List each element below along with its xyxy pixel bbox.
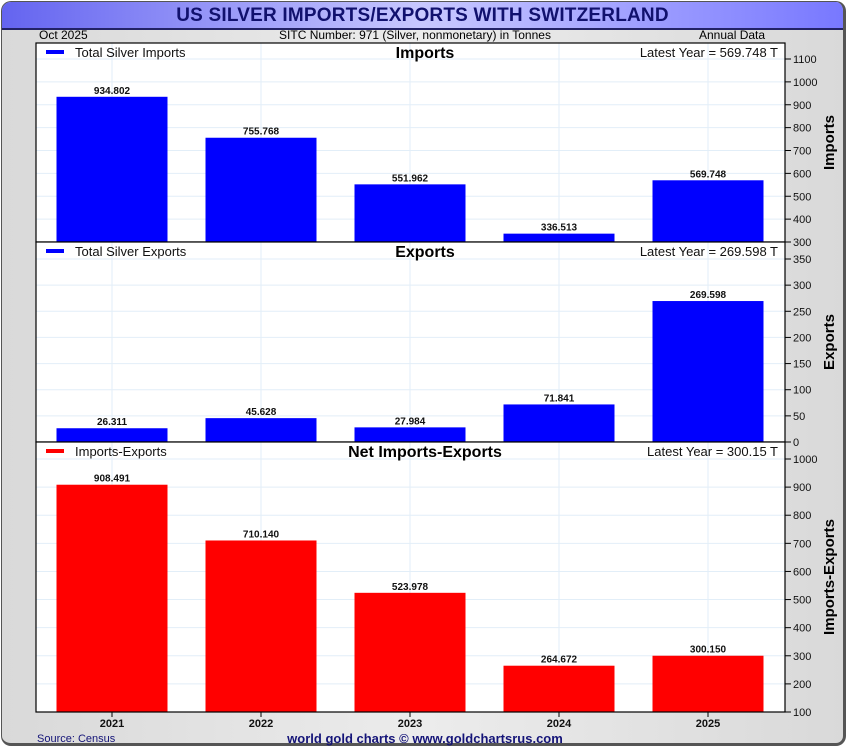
x-tick-label: 2025 bbox=[696, 718, 720, 730]
title-bar: US SILVER IMPORTS/EXPORTS WITH SWITZERLA… bbox=[2, 2, 843, 30]
y-tick-label: 400 bbox=[793, 623, 811, 635]
bar-2021 bbox=[56, 96, 168, 243]
x-tick-label: 2022 bbox=[249, 718, 273, 730]
data-label: 908.491 bbox=[94, 474, 131, 485]
data-label: 269.598 bbox=[690, 290, 727, 301]
data-label: 45.628 bbox=[246, 407, 277, 418]
panel-title: Exports bbox=[395, 244, 455, 261]
y-tick-label: 700 bbox=[793, 538, 811, 550]
bar-2023 bbox=[354, 427, 466, 442]
legend-swatch bbox=[46, 249, 64, 253]
data-label: 710.140 bbox=[243, 529, 280, 540]
data-label: 934.802 bbox=[94, 86, 131, 97]
legend-label: Total Silver Imports bbox=[75, 45, 186, 60]
latest-year-label: Latest Year = 569.748 T bbox=[640, 45, 778, 60]
frequency-label: Annual Data bbox=[699, 28, 766, 42]
data-label: 27.984 bbox=[395, 416, 426, 427]
legend-swatch bbox=[46, 50, 64, 54]
data-label: 26.311 bbox=[97, 417, 127, 428]
y-tick-label: 50 bbox=[793, 411, 805, 423]
copyright-label: world gold charts © www.goldchartsrus.co… bbox=[287, 731, 563, 746]
y-tick-label: 1100 bbox=[793, 54, 817, 66]
y-tick-label: 600 bbox=[793, 168, 811, 180]
y-tick-label: 350 bbox=[793, 254, 811, 266]
latest-year-label: Latest Year = 300.15 T bbox=[647, 444, 778, 459]
y-axis-label: Imports bbox=[821, 115, 838, 170]
data-label: 755.768 bbox=[243, 127, 280, 138]
y-tick-label: 1000 bbox=[793, 454, 817, 466]
data-label: 300.150 bbox=[690, 645, 727, 656]
y-tick-label: 900 bbox=[793, 100, 811, 112]
y-tick-label: 200 bbox=[793, 332, 811, 344]
data-label: 551.962 bbox=[392, 173, 429, 184]
chart-subtitle: SITC Number: 971 (Silver, nonmonetary) i… bbox=[279, 28, 551, 42]
data-label: 264.672 bbox=[541, 655, 578, 666]
data-label: 336.513 bbox=[541, 223, 578, 234]
bar-2025 bbox=[652, 301, 764, 442]
latest-year-label: Latest Year = 269.598 T bbox=[640, 244, 778, 259]
y-tick-label: 1000 bbox=[793, 77, 817, 89]
y-tick-label: 800 bbox=[793, 510, 811, 522]
bar-2022 bbox=[205, 137, 317, 242]
panel-title: Imports bbox=[396, 45, 455, 62]
data-label: 71.841 bbox=[544, 393, 575, 404]
bar-2021 bbox=[56, 428, 168, 442]
bar-2024 bbox=[503, 404, 615, 442]
y-tick-label: 800 bbox=[793, 123, 811, 135]
bar-2022 bbox=[205, 540, 317, 712]
data-label: 569.748 bbox=[690, 169, 727, 180]
panel-title: Net Imports-Exports bbox=[348, 444, 502, 461]
y-tick-label: 500 bbox=[793, 595, 811, 607]
y-tick-label: 200 bbox=[793, 679, 811, 691]
bar-2025 bbox=[652, 655, 764, 712]
x-tick-label: 2024 bbox=[547, 718, 572, 730]
chart-title: US SILVER IMPORTS/EXPORTS WITH SWITZERLA… bbox=[176, 5, 669, 26]
y-tick-label: 700 bbox=[793, 146, 811, 158]
bar-2022 bbox=[205, 418, 317, 442]
legend-swatch bbox=[46, 449, 64, 453]
y-tick-label: 0 bbox=[793, 437, 799, 449]
bar-2023 bbox=[354, 184, 466, 242]
legend-label: Imports-Exports bbox=[75, 444, 167, 459]
y-tick-label: 150 bbox=[793, 359, 811, 371]
bar-2024 bbox=[503, 233, 615, 242]
y-axis-label: Imports-Exports bbox=[821, 519, 838, 635]
y-tick-label: 100 bbox=[793, 385, 811, 397]
y-tick-label: 900 bbox=[793, 482, 811, 494]
report-date: Oct 2025 bbox=[39, 28, 88, 42]
y-tick-label: 300 bbox=[793, 237, 811, 249]
legend-label: Total Silver Exports bbox=[75, 244, 187, 259]
bar-2023 bbox=[354, 592, 466, 712]
y-tick-label: 250 bbox=[793, 306, 811, 318]
bar-2021 bbox=[56, 484, 168, 712]
x-tick-label: 2021 bbox=[100, 718, 124, 730]
y-tick-label: 300 bbox=[793, 280, 811, 292]
y-axis-label: Exports bbox=[821, 314, 838, 370]
bar-2024 bbox=[503, 665, 615, 712]
data-label: 523.978 bbox=[392, 582, 429, 593]
source-label: Source: Census bbox=[37, 733, 116, 745]
y-tick-label: 500 bbox=[793, 191, 811, 203]
y-tick-label: 300 bbox=[793, 651, 811, 663]
bar-2025 bbox=[652, 180, 764, 242]
y-tick-label: 600 bbox=[793, 566, 811, 578]
y-tick-label: 400 bbox=[793, 214, 811, 226]
y-tick-label: 100 bbox=[793, 707, 811, 719]
x-tick-label: 2023 bbox=[398, 718, 422, 730]
